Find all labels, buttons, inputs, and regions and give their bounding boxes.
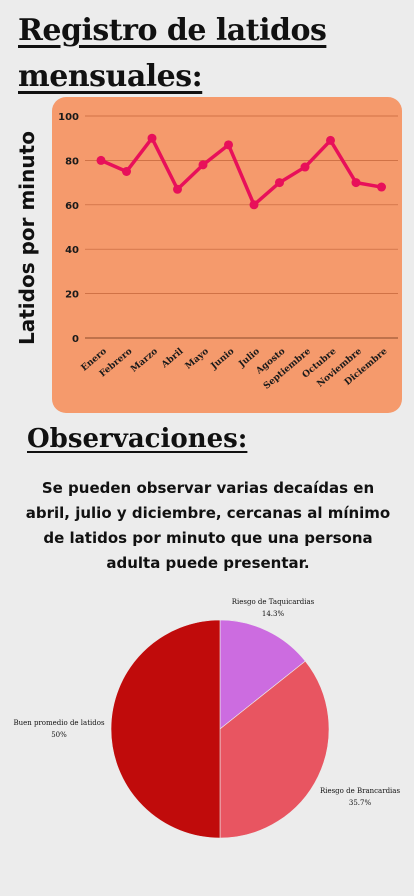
title-line-2: mensuales: bbox=[18, 59, 203, 94]
y-tick-label: 100 bbox=[58, 112, 79, 123]
pie-label-buen-promedio: Buen promedio de latidos 50% bbox=[4, 717, 114, 741]
series-line bbox=[100, 136, 382, 207]
x-tick-label: Mayo bbox=[184, 347, 211, 372]
pie-label-taquicardias: Riesgo de Taquicardias 14.3% bbox=[218, 596, 328, 620]
data-point bbox=[224, 140, 233, 150]
pie-label-brancardias: Riesgo de Brancardias 35.7% bbox=[304, 785, 414, 809]
data-point bbox=[249, 200, 259, 210]
pie-label-brancardias-text: Riesgo de Brancardias bbox=[319, 787, 401, 795]
pie-label-buen-promedio-pct: 50% bbox=[51, 731, 67, 739]
y-tick-label: 40 bbox=[65, 245, 79, 256]
pie-slice bbox=[110, 619, 221, 839]
data-point bbox=[326, 135, 335, 145]
observations-text: Se pueden observar varias decaídas en ab… bbox=[25, 479, 391, 572]
pie-label-brancardias-pct: 35.7% bbox=[348, 799, 372, 807]
x-tick-label: Junio bbox=[209, 347, 237, 373]
data-point bbox=[122, 167, 131, 176]
pie-label-taquicardias-text: Riesgo de Taquicardias bbox=[231, 598, 315, 606]
y-tick-label: 20 bbox=[65, 290, 79, 301]
observations-title: Observaciones: bbox=[27, 424, 248, 454]
y-tick-label: 60 bbox=[65, 201, 79, 212]
pie-label-taquicardias-pct: 14.3% bbox=[261, 610, 285, 618]
x-tick-label: Marzo bbox=[129, 347, 160, 375]
title-line-1: Registro de latidos bbox=[18, 13, 327, 48]
pie-slice bbox=[219, 660, 330, 839]
data-point bbox=[351, 178, 361, 188]
data-point bbox=[275, 178, 284, 188]
data-point bbox=[96, 155, 106, 165]
page-title: Registro de latidos mensuales: bbox=[18, 8, 408, 100]
data-point bbox=[377, 182, 386, 192]
line-chart-background bbox=[52, 97, 402, 413]
data-point bbox=[300, 162, 310, 172]
y-tick-label: 80 bbox=[65, 156, 79, 167]
data-point bbox=[173, 184, 182, 194]
x-tick-label: Abril bbox=[159, 346, 186, 371]
pie-label-buen-promedio-text: Buen promedio de latidos bbox=[13, 719, 105, 727]
y-tick-label: 0 bbox=[72, 334, 79, 345]
data-point bbox=[198, 160, 208, 170]
pie-slice bbox=[219, 619, 306, 730]
data-point bbox=[147, 133, 157, 143]
